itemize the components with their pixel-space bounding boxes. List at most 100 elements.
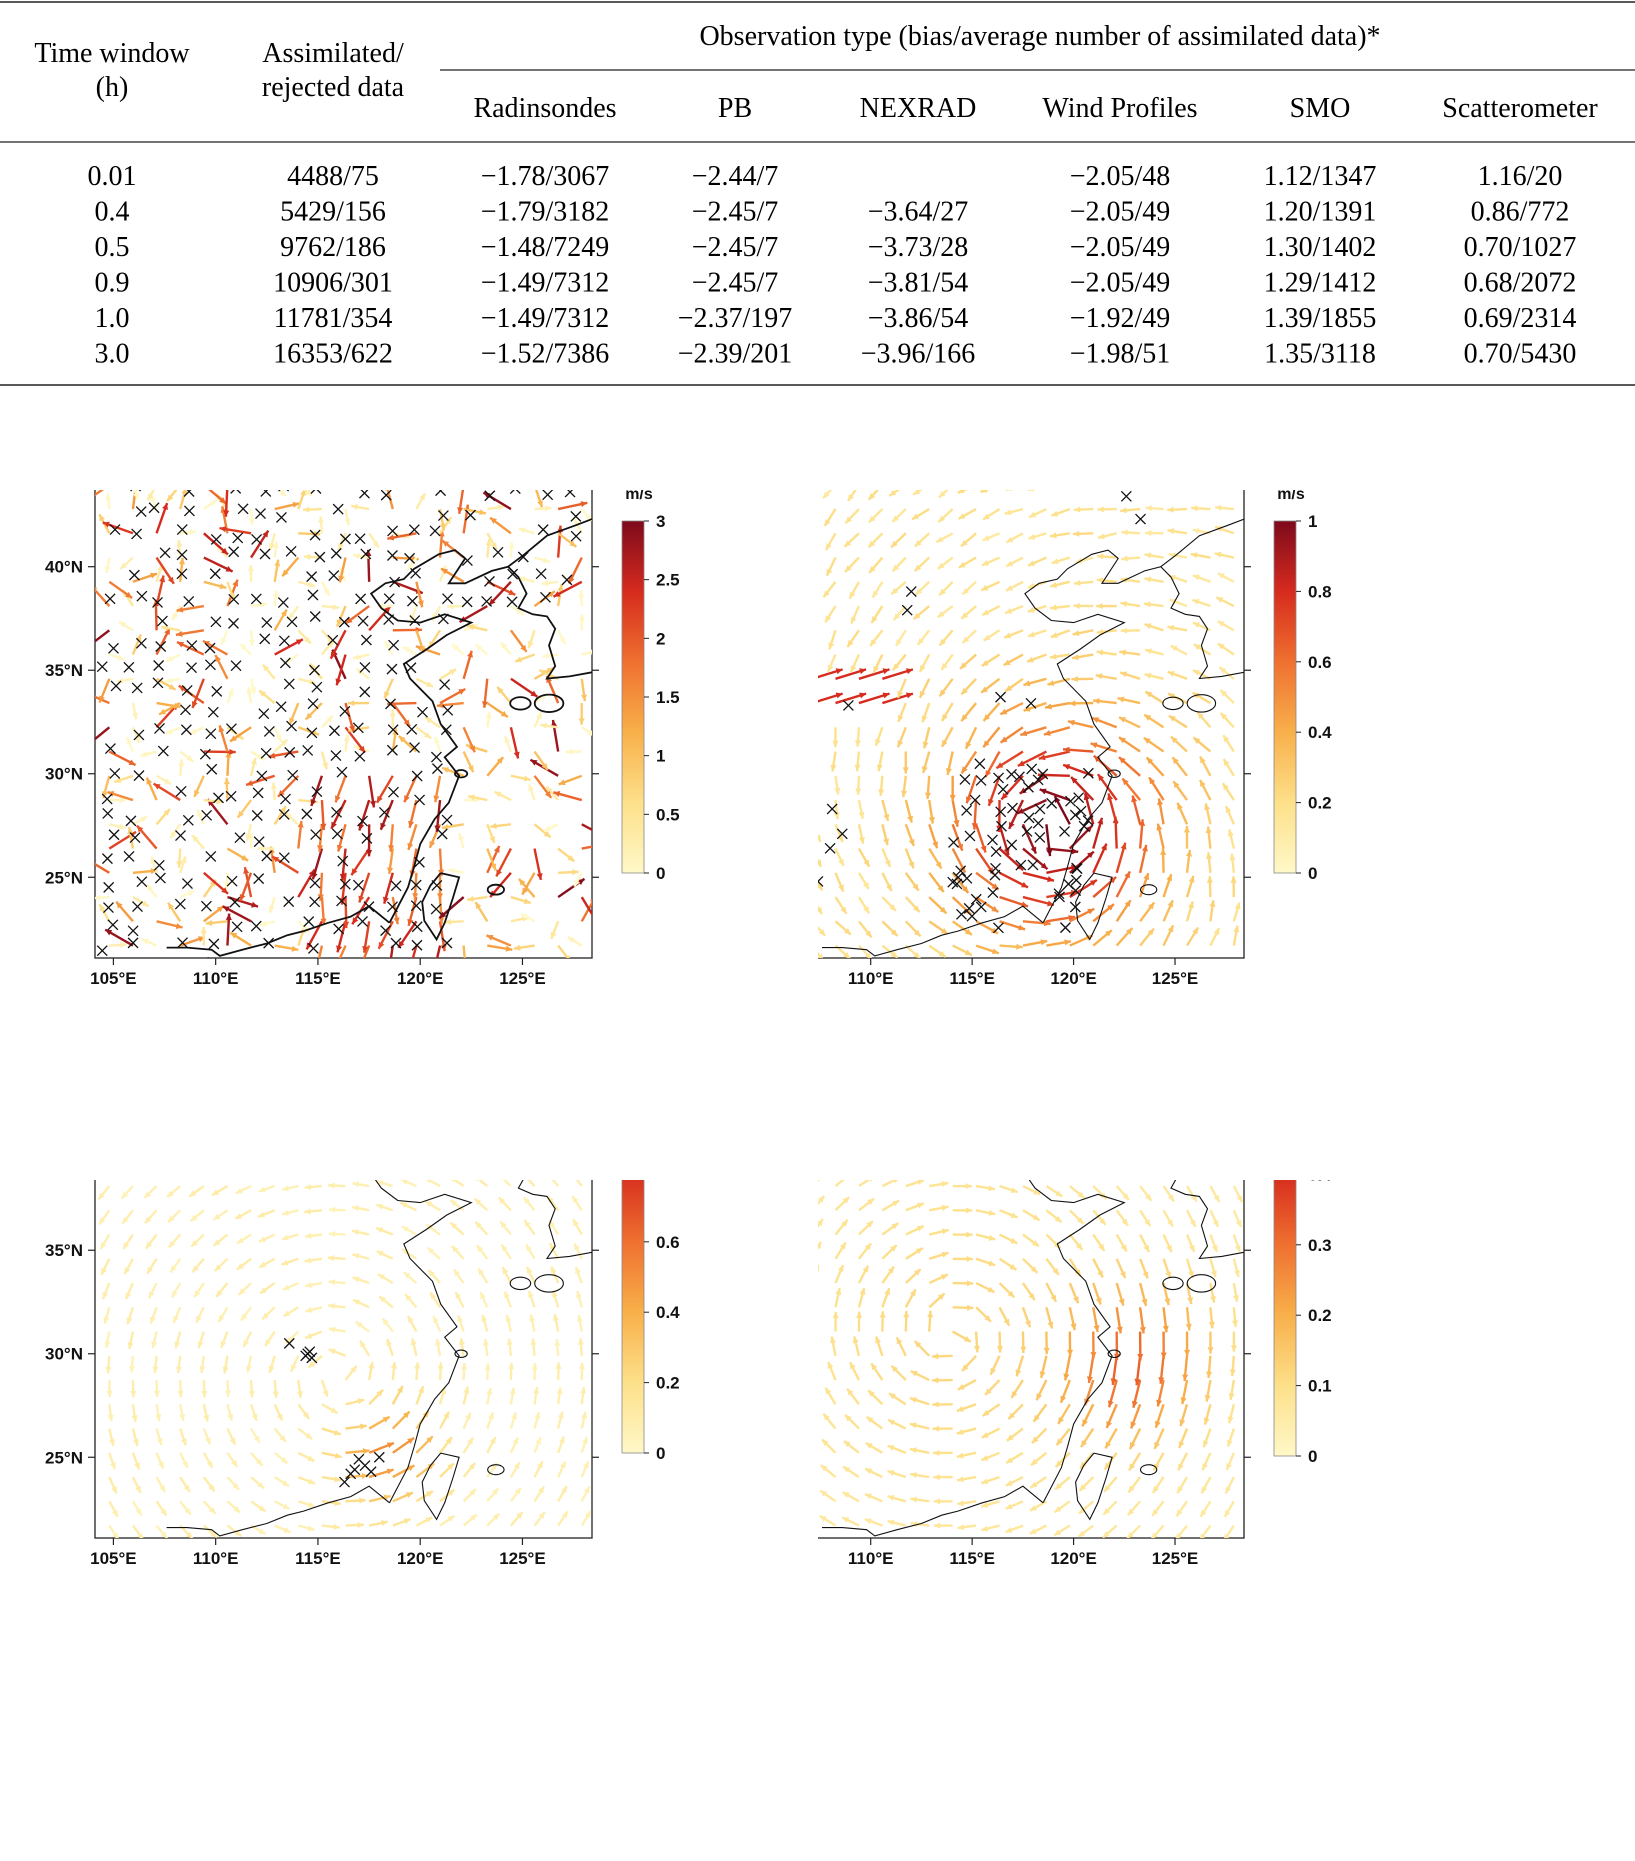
table-cell: −3.81/54 — [868, 268, 969, 299]
table-cell: −2.39/201 — [678, 339, 793, 370]
colorbar-tick-label: 0.2 — [656, 1374, 680, 1393]
table-row: 3.0 16353/622 −1.52/7386 −2.39/201 −3.96/166… — [95, 339, 1577, 370]
table-cell: −1.98/51 — [1070, 339, 1171, 370]
lon-tick-label: 110°E — [193, 1549, 239, 1568]
table-cell: −2.05/49 — [1070, 268, 1171, 299]
table-cell: 0.69/2314 — [1464, 303, 1577, 334]
lon-tick-label: 120°E — [1050, 1549, 1097, 1568]
colorbar-tick-label: 2 — [656, 629, 665, 648]
table-cell: −2.45/7 — [692, 197, 779, 228]
table-cell: −2.45/7 — [692, 232, 779, 263]
colorbar-tick-label: 0.2 — [1308, 794, 1332, 813]
table-cell: −2.44/7 — [692, 161, 779, 192]
table-cell: −3.64/27 — [868, 197, 969, 228]
header-obs-type: Wind Profiles — [1042, 93, 1197, 124]
table-cell: 0.86/772 — [1471, 197, 1570, 228]
lon-tick-label: 115°E — [295, 1549, 341, 1568]
table-cell: 0.5 — [95, 232, 130, 263]
table-cell: 3.0 — [95, 339, 130, 370]
header-assim-1: Assimilated/ — [262, 38, 404, 69]
lon-tick-label: 120°E — [397, 969, 444, 988]
colorbar-tick-label: 0 — [1308, 1447, 1317, 1466]
colorbar-unit: m/s — [625, 490, 653, 503]
colorbar-tick-label: 0.6 — [656, 1233, 680, 1252]
table-cell: 1.30/1402 — [1264, 232, 1377, 263]
table-cell: −1.49/7312 — [481, 268, 610, 299]
colorbar-tick-label: 1.5 — [656, 688, 680, 707]
lon-tick-label: 125°E — [1152, 969, 1199, 988]
colorbar-tick-label: 1 — [1308, 512, 1317, 531]
table-cell: −2.45/7 — [692, 268, 779, 299]
table-cell: 1.0 — [95, 303, 130, 334]
colorbar-tick-label: 1 — [656, 747, 665, 766]
lat-tick-label: 30°N — [45, 1345, 83, 1364]
lon-tick-label: 125°E — [1152, 1549, 1199, 1568]
lon-tick-label: 110°E — [848, 969, 894, 988]
table-cell: 0.4 — [95, 197, 130, 228]
table-cell: −1.92/49 — [1070, 303, 1171, 334]
lon-tick-label: 110°E — [848, 1549, 894, 1568]
lon-tick-label: 120°E — [397, 1549, 444, 1568]
header-obs-type: PB — [718, 93, 752, 124]
map-panel-c: 45°N40°N35°N30°N25°N105°E110°E115°E120°E… — [0, 1180, 818, 1856]
table-cell: 0.01 — [88, 161, 137, 192]
colorbar-tick-label: 0.4 — [656, 1303, 680, 1322]
lon-tick-label: 115°E — [949, 1549, 995, 1568]
lat-tick-label: 30°N — [45, 765, 83, 784]
lon-tick-label: 125°E — [499, 1549, 546, 1568]
table-cell: −2.05/49 — [1070, 197, 1171, 228]
lon-tick-label: 105°E — [90, 969, 137, 988]
table-cell: 9762/186 — [280, 232, 386, 263]
header-obs-type: Radinsondes — [473, 93, 616, 124]
header-obs-type: Scatterometer — [1442, 93, 1598, 124]
map-panel-d: 45°N40°N35°N30°N25°N105°E110°E115°E120°E… — [818, 1180, 1635, 1856]
table-cell: 0.9 — [95, 268, 130, 299]
colorbar-tick-label: 0 — [656, 864, 665, 883]
table-cell: −1.49/7312 — [481, 303, 610, 334]
lon-tick-label: 125°E — [499, 969, 546, 988]
colorbar-tick-label: 0.2 — [1308, 1306, 1332, 1325]
colorbar-tick-label: 0.8 — [656, 1180, 680, 1181]
colorbar-tick-label: 0.6 — [1308, 653, 1332, 672]
lat-tick-label: 40°N — [45, 558, 83, 577]
table-cell: −3.96/166 — [861, 339, 976, 370]
lon-tick-label: 115°E — [295, 969, 341, 988]
colorbar-unit: m/s — [1277, 490, 1305, 503]
lon-tick-label: 120°E — [1050, 969, 1097, 988]
observation-table: Time window (h) Assimilated/ rejected da… — [0, 0, 1635, 400]
colorbar-tick-label: 0.4 — [1308, 723, 1332, 742]
table-cell: −3.73/28 — [868, 232, 969, 263]
lon-tick-label: 105°E — [90, 1549, 137, 1568]
table-cell: −1.48/7249 — [481, 232, 610, 263]
table-cell: 1.29/1412 — [1264, 268, 1377, 299]
table-cell: 11781/354 — [274, 303, 393, 334]
colorbar — [622, 1180, 644, 1453]
header-obs-type: SMO — [1290, 93, 1351, 124]
table-cell: 1.20/1391 — [1264, 197, 1377, 228]
header-obs-type: NEXRAD — [860, 93, 977, 124]
header-observation-group: Observation type (bias/average number of… — [699, 21, 1380, 52]
lat-tick-label: 25°N — [45, 1448, 83, 1467]
header-time-1: Time window — [34, 38, 190, 69]
colorbar-tick-label: 0.1 — [1308, 1377, 1332, 1396]
table-cell: −1.52/7386 — [481, 339, 610, 370]
table-cell: −2.05/48 — [1070, 161, 1171, 192]
colorbar — [1274, 521, 1296, 873]
map-panel-a: 45°N40°N35°N30°N25°N105°E110°E115°E120°E… — [0, 490, 818, 1180]
colorbar — [1274, 1180, 1296, 1456]
table-cell: −3.86/54 — [868, 303, 969, 334]
colorbar-tick-label: 3 — [656, 512, 665, 531]
table-cell: 0.68/2072 — [1464, 268, 1577, 299]
table-cell: 1.39/1855 — [1264, 303, 1377, 334]
colorbar-tick-label: 0.5 — [656, 805, 680, 824]
map-panel-b: 45°N40°N35°N30°N25°N105°E110°E115°E120°E… — [818, 490, 1635, 1180]
table-cell: 0.70/1027 — [1464, 232, 1577, 263]
table-cell: 16353/622 — [273, 339, 393, 370]
lat-tick-label: 35°N — [45, 661, 83, 680]
colorbar-tick-label: 0.3 — [1308, 1236, 1332, 1255]
table-cell: 5429/156 — [280, 197, 386, 228]
